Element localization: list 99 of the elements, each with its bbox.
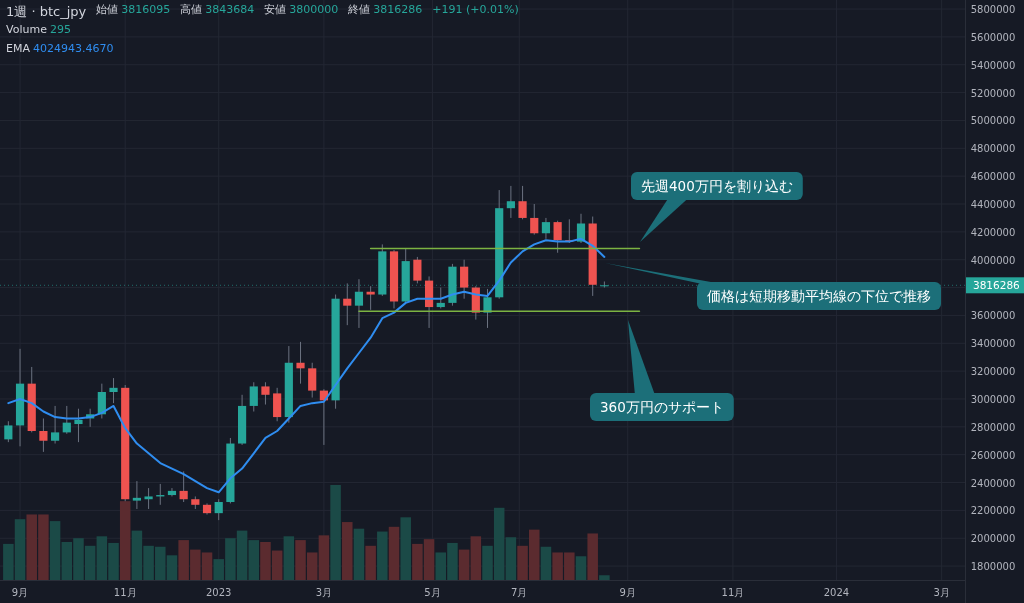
y-tick-label: 4600000 bbox=[970, 171, 1016, 183]
y-tick-label: 4800000 bbox=[970, 143, 1016, 155]
annotation: 終値 bbox=[347, 3, 371, 16]
bar bbox=[377, 531, 388, 580]
bar bbox=[330, 485, 341, 580]
candlestick bbox=[518, 185, 527, 220]
candlestick bbox=[51, 405, 60, 445]
candlestick bbox=[530, 203, 539, 236]
y-tick-label: 5400000 bbox=[970, 59, 1016, 71]
candlestick bbox=[39, 417, 48, 453]
annotation: EMA bbox=[6, 42, 31, 55]
x-tick-label: 11月 bbox=[721, 587, 745, 598]
candlestick bbox=[553, 220, 562, 254]
y-tick-label: 5200000 bbox=[970, 87, 1016, 99]
x-tick-label: 2024 bbox=[823, 587, 850, 598]
candlestick bbox=[261, 381, 270, 406]
candlestick bbox=[354, 278, 364, 329]
y-tick-label: 5600000 bbox=[970, 31, 1016, 43]
candlestick bbox=[74, 408, 83, 443]
bar bbox=[458, 549, 470, 580]
bar bbox=[575, 556, 587, 580]
bar bbox=[400, 517, 411, 580]
candlestick bbox=[214, 498, 223, 521]
bar bbox=[318, 535, 330, 580]
callout: 360万円のサポート bbox=[590, 320, 734, 421]
bar bbox=[599, 575, 610, 580]
bar bbox=[353, 528, 365, 580]
candlestick bbox=[132, 480, 141, 510]
y-tick-label: 5000000 bbox=[970, 115, 1016, 127]
candlestick bbox=[413, 256, 422, 284]
candlestick bbox=[460, 259, 469, 300]
annotation: 3843684 bbox=[205, 3, 255, 16]
x-tick-label: 2023 bbox=[205, 587, 232, 598]
y-tick-label: 2200000 bbox=[970, 505, 1016, 517]
x-tick-label: 7月 bbox=[511, 587, 528, 598]
candlestick bbox=[600, 280, 609, 289]
ref-line-label: 3816286 bbox=[973, 279, 1021, 292]
candlestick bbox=[273, 387, 282, 422]
y-tick-label: 2400000 bbox=[970, 477, 1016, 489]
bar bbox=[248, 540, 260, 580]
candlestick bbox=[109, 377, 118, 404]
candlestick bbox=[144, 487, 153, 510]
y-tick-label: 3200000 bbox=[970, 366, 1016, 378]
x-tick-label: 9月 bbox=[11, 587, 29, 598]
annotation: 先週400万円を割り込む bbox=[641, 178, 793, 194]
candlestick bbox=[62, 405, 71, 435]
y-tick-label: 3400000 bbox=[970, 338, 1016, 350]
callout: 価格は短期移動平均線の下位で推移 bbox=[605, 263, 941, 310]
bar bbox=[365, 545, 376, 580]
y-tick-label: 3600000 bbox=[970, 310, 1016, 322]
x-tick-label: 9月 bbox=[619, 587, 636, 598]
bar bbox=[505, 537, 517, 580]
candlestick bbox=[541, 217, 551, 240]
annotation: 価格は短期移動平均線の下位で推移 bbox=[707, 288, 931, 304]
y-tick-label: 4000000 bbox=[970, 254, 1016, 266]
bar bbox=[540, 546, 552, 580]
annotation: 始値 bbox=[96, 3, 119, 16]
candlestick bbox=[343, 282, 352, 326]
annotation: 3816095 bbox=[121, 3, 171, 16]
bar bbox=[587, 533, 598, 580]
x-tick-label: 11月 bbox=[113, 587, 137, 598]
bar bbox=[388, 526, 400, 580]
candlestick bbox=[483, 288, 492, 329]
y-tick-label: 4200000 bbox=[970, 226, 1016, 238]
bar bbox=[470, 536, 482, 580]
y-tick-label: 1800000 bbox=[970, 561, 1016, 573]
bar bbox=[119, 501, 131, 580]
candlestick bbox=[296, 341, 305, 385]
y-tick-label: 5800000 bbox=[970, 4, 1016, 16]
bar bbox=[342, 522, 353, 580]
annotation: 3800000 bbox=[289, 3, 339, 16]
annotation: 安値 bbox=[264, 3, 287, 16]
y-tick-label: 4400000 bbox=[970, 199, 1016, 211]
candlestick bbox=[308, 362, 317, 399]
candlestick bbox=[179, 470, 188, 503]
candlestick bbox=[436, 287, 445, 309]
annotation: 高値 bbox=[180, 3, 203, 16]
annotation: +191 (+0.01%) bbox=[432, 3, 519, 16]
y-tick-label: 2000000 bbox=[970, 533, 1016, 545]
candlestick bbox=[506, 185, 515, 219]
annotation: Volume bbox=[6, 23, 48, 36]
callout: 先週400万円を割り込む bbox=[631, 172, 803, 242]
y-tick-label: 2600000 bbox=[970, 449, 1016, 461]
annotation: 295 bbox=[49, 23, 71, 36]
candlestick bbox=[249, 381, 258, 412]
x-tick-label: 3月 bbox=[933, 587, 950, 598]
y-tick-label: 2800000 bbox=[970, 421, 1016, 433]
bar bbox=[49, 521, 61, 580]
candlestick bbox=[167, 487, 177, 497]
candlestick bbox=[4, 420, 13, 443]
annotation: 1週 · btc_jpy bbox=[6, 4, 87, 19]
annotation: 3816286 bbox=[373, 3, 423, 16]
y-tick-label: 3000000 bbox=[970, 393, 1016, 405]
bar bbox=[283, 536, 295, 580]
annotation: 360万円のサポート bbox=[600, 399, 724, 415]
candlestick bbox=[366, 285, 375, 311]
x-tick-label: 3月 bbox=[315, 587, 333, 598]
x-tick-label: 5月 bbox=[424, 587, 441, 598]
annotation: 4024943.4670 bbox=[32, 42, 114, 55]
